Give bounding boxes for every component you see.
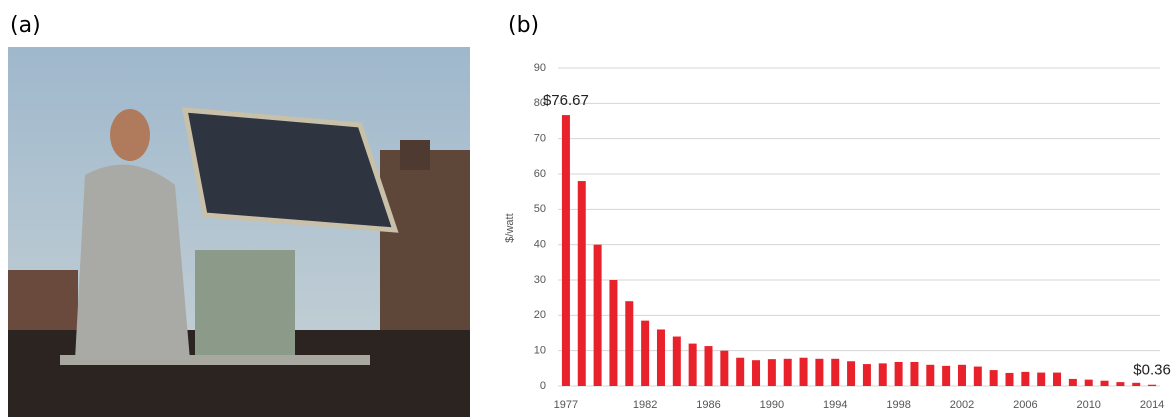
bar: [1132, 382, 1141, 386]
x-tick-label: 1998: [886, 399, 910, 411]
x-tick-label: 2002: [950, 399, 974, 411]
x-tick-label: 1986: [696, 399, 720, 411]
panel-label: (b): [508, 13, 539, 38]
bar: [815, 358, 824, 386]
x-tick-label: 1994: [823, 399, 847, 411]
bar: [767, 359, 776, 386]
bar: [1021, 371, 1030, 386]
bar: [847, 361, 856, 386]
bar: [942, 365, 951, 386]
bar: [656, 329, 665, 386]
x-tick-label: 1977: [554, 399, 578, 411]
bar: [1053, 372, 1062, 386]
bar: [577, 181, 586, 386]
y-tick-label: 0: [540, 380, 546, 392]
bar: [1068, 378, 1077, 386]
y-axis-label: $/watt: [504, 213, 516, 242]
y-tick-label: 20: [534, 309, 546, 321]
y-tick-label: 70: [534, 133, 546, 145]
bar: [926, 364, 935, 386]
photo-building: [400, 140, 430, 170]
bar: [609, 280, 618, 386]
bar: [1148, 384, 1157, 386]
bar: [704, 346, 713, 386]
bar: [736, 357, 745, 386]
x-tick-label: 1990: [760, 399, 784, 411]
photo-building: [380, 150, 470, 330]
bar: [688, 343, 697, 386]
bar: [831, 358, 840, 386]
y-tick-label: 40: [534, 239, 546, 251]
photo-machine: [195, 250, 295, 360]
bar: [910, 361, 919, 386]
panel-label: (a): [10, 13, 41, 38]
bar: [799, 357, 808, 386]
bar: [1100, 380, 1109, 386]
bar: [894, 361, 903, 386]
bar: [672, 336, 681, 386]
bar: [720, 350, 729, 386]
photo-head: [110, 109, 150, 161]
bar: [593, 244, 602, 386]
photo-solar-panel: [181, 107, 399, 233]
x-tick-label: 2014: [1140, 399, 1164, 411]
value-label: $76.67: [543, 92, 589, 109]
x-tick-label: 1982: [633, 399, 657, 411]
bar: [625, 301, 634, 386]
bar: [752, 360, 761, 386]
photo: [8, 47, 470, 417]
bar: [878, 363, 887, 386]
y-tick-label: 50: [534, 203, 546, 215]
y-tick-label: 80: [534, 97, 546, 109]
bar: [973, 366, 982, 386]
photo-person: [75, 164, 190, 360]
y-tick-label: 90: [534, 62, 546, 74]
x-tick-label: 2010: [1076, 399, 1100, 411]
photo-table: [60, 355, 370, 365]
bar: [862, 364, 871, 386]
bar: [783, 358, 792, 386]
y-tick-label: 30: [534, 274, 546, 286]
bar: [641, 320, 650, 386]
y-tick-label: 10: [534, 345, 546, 357]
bar: [561, 115, 570, 386]
bar: [957, 364, 966, 386]
bar: [1116, 382, 1125, 386]
x-tick-label: 2006: [1013, 399, 1037, 411]
y-tick-label: 60: [534, 168, 546, 180]
bar: [989, 370, 998, 386]
bar: [1037, 372, 1046, 386]
bar: [1084, 379, 1093, 386]
bar: [1005, 372, 1014, 386]
value-label: $0.36: [1133, 362, 1171, 379]
